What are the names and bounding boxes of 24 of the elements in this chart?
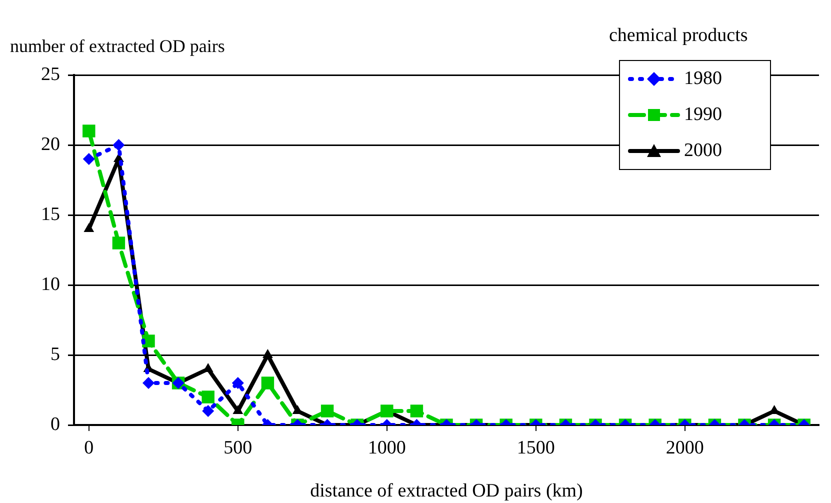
legend-label: 1990 [684,104,722,126]
y-tick-label: 0 [50,414,60,435]
y-tick-label: 20 [41,134,60,155]
x-axis-title: distance of extracted OD pairs (km) [310,480,583,502]
legend-label: 2000 [684,140,722,162]
y-tick-label: 25 [41,64,60,85]
y-tick-label: 15 [41,204,60,225]
y-tick-label: 10 [41,274,60,295]
x-tick-label: 0 [84,437,94,458]
point [84,223,94,232]
point [112,236,126,250]
x-tick-label: 1000 [368,437,406,458]
point [82,153,95,165]
y-axis-title: number of extracted OD pairs [10,36,225,56]
legend-title: chemical products [609,25,748,47]
x-tick-label: 500 [224,437,252,458]
y-tick-label: 5 [50,344,60,365]
point [112,139,125,151]
legend-label: 1980 [684,68,722,90]
point [232,405,244,414]
x-tick-label: 1500 [516,437,555,458]
point [82,124,96,138]
x-tick-label: 2000 [666,437,704,458]
point [262,349,273,358]
